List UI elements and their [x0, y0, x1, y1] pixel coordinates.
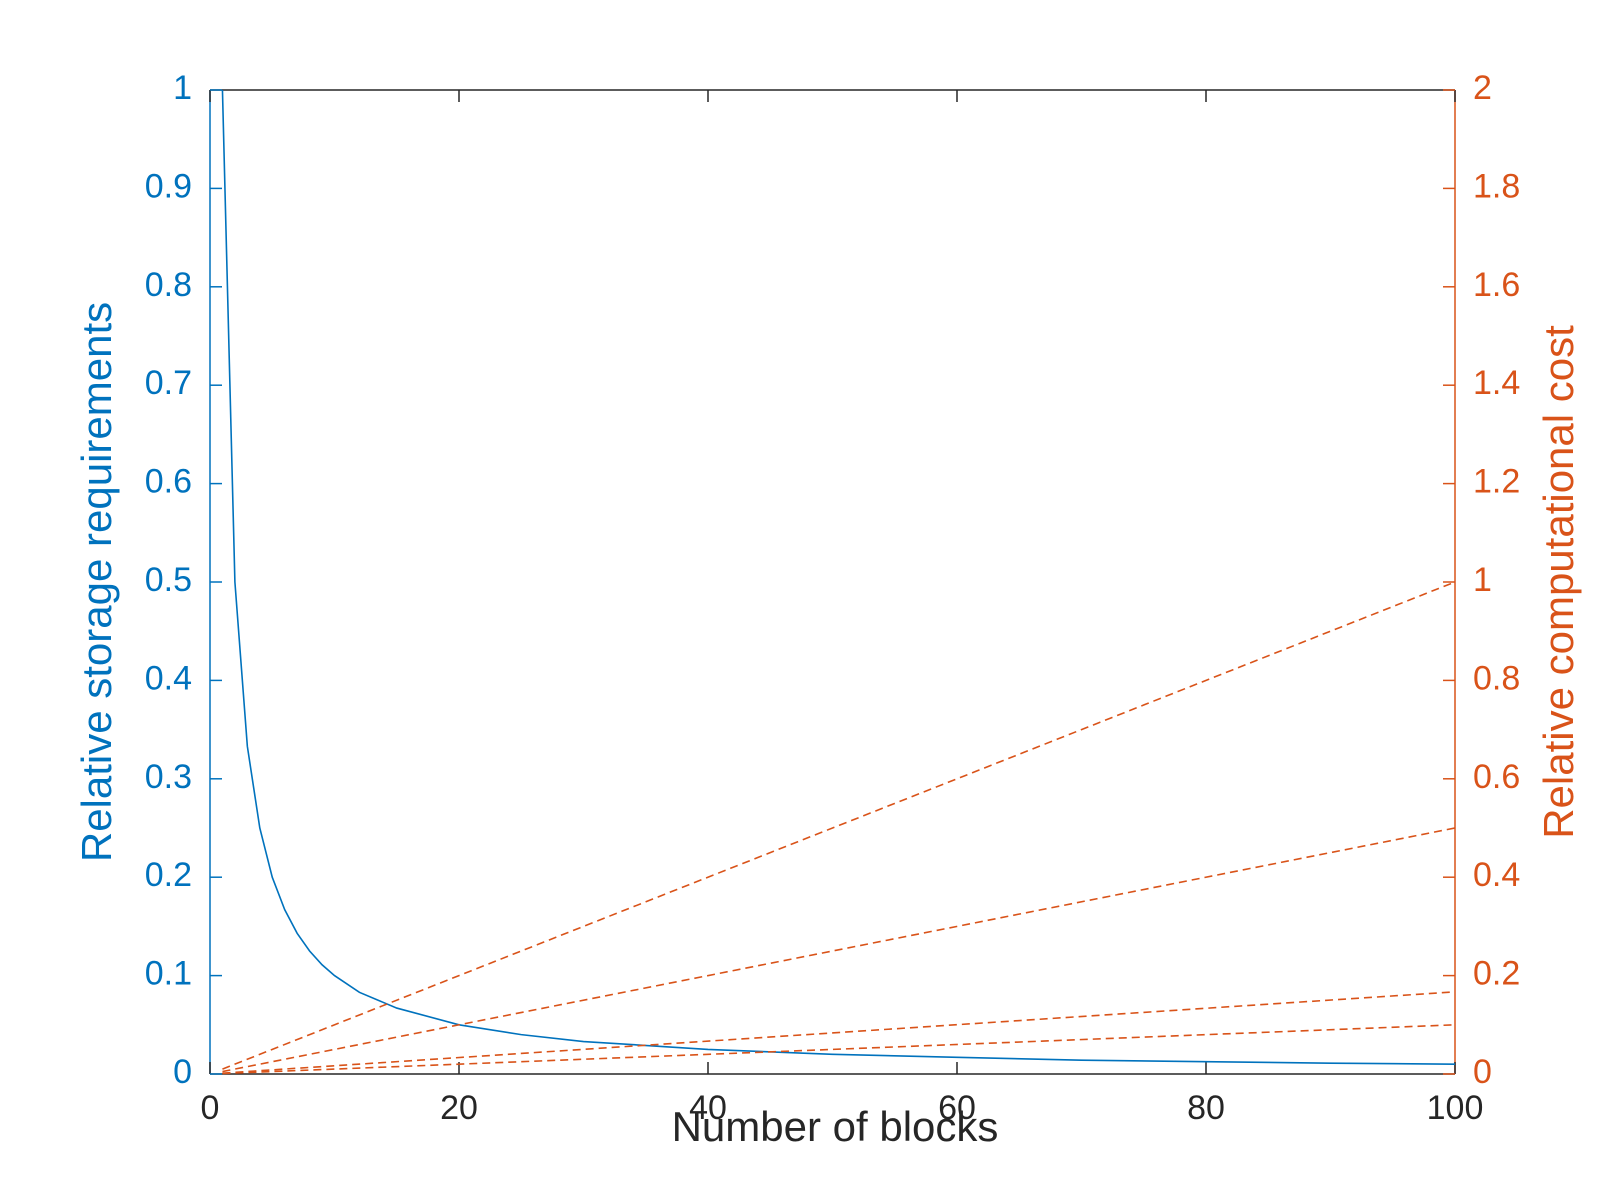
y2-axis-label: Relative computational cost	[1535, 325, 1582, 839]
series-line	[221, 89, 1456, 1065]
series-line	[222, 827, 1456, 1073]
y2-tick-label: 1.4	[1473, 364, 1520, 402]
y-tick-label: 0	[173, 1053, 192, 1091]
series-line	[222, 581, 1456, 1070]
y-tick-label: 0.3	[145, 758, 192, 796]
y2-tick-label: 0.8	[1473, 659, 1520, 697]
y-tick-label: 0.7	[145, 364, 192, 402]
y2-tick-label: 2	[1473, 69, 1492, 107]
y-tick-label: 0.6	[145, 463, 192, 501]
y2-tick-label: 0.6	[1473, 758, 1520, 796]
y-tick-label: 0.1	[145, 955, 192, 993]
y-tick-label: 1	[173, 69, 192, 107]
y-tick-label: 0.8	[145, 266, 192, 304]
x-tick-label: 20	[440, 1089, 478, 1127]
x-tick-label: 80	[1187, 1089, 1225, 1127]
x-tick-label: 40	[689, 1089, 727, 1127]
y2-tick-label: 1	[1473, 561, 1492, 599]
y2-tick-label: 0	[1473, 1053, 1492, 1091]
series-line	[222, 1024, 1456, 1075]
y-tick-label: 0.9	[145, 167, 192, 205]
y-tick-label: 0.4	[145, 659, 192, 697]
x-tick-label: 0	[201, 1089, 220, 1127]
x-axis-label: Number of blocks	[672, 1103, 999, 1150]
y-tick-label: 0.5	[145, 561, 192, 599]
y2-tick-label: 0.4	[1473, 856, 1520, 894]
y-tick-label: 0.2	[145, 856, 192, 894]
x-tick-label: 100	[1427, 1089, 1484, 1127]
y2-tick-label: 0.2	[1473, 955, 1520, 993]
y2-tick-label: 1.8	[1473, 167, 1520, 205]
y-axis-label: Relative storage requirements	[73, 302, 120, 862]
y2-tick-label: 1.2	[1473, 463, 1520, 501]
y2-tick-label: 1.6	[1473, 266, 1520, 304]
series-line	[222, 991, 1456, 1074]
x-tick-label: 60	[938, 1089, 976, 1127]
